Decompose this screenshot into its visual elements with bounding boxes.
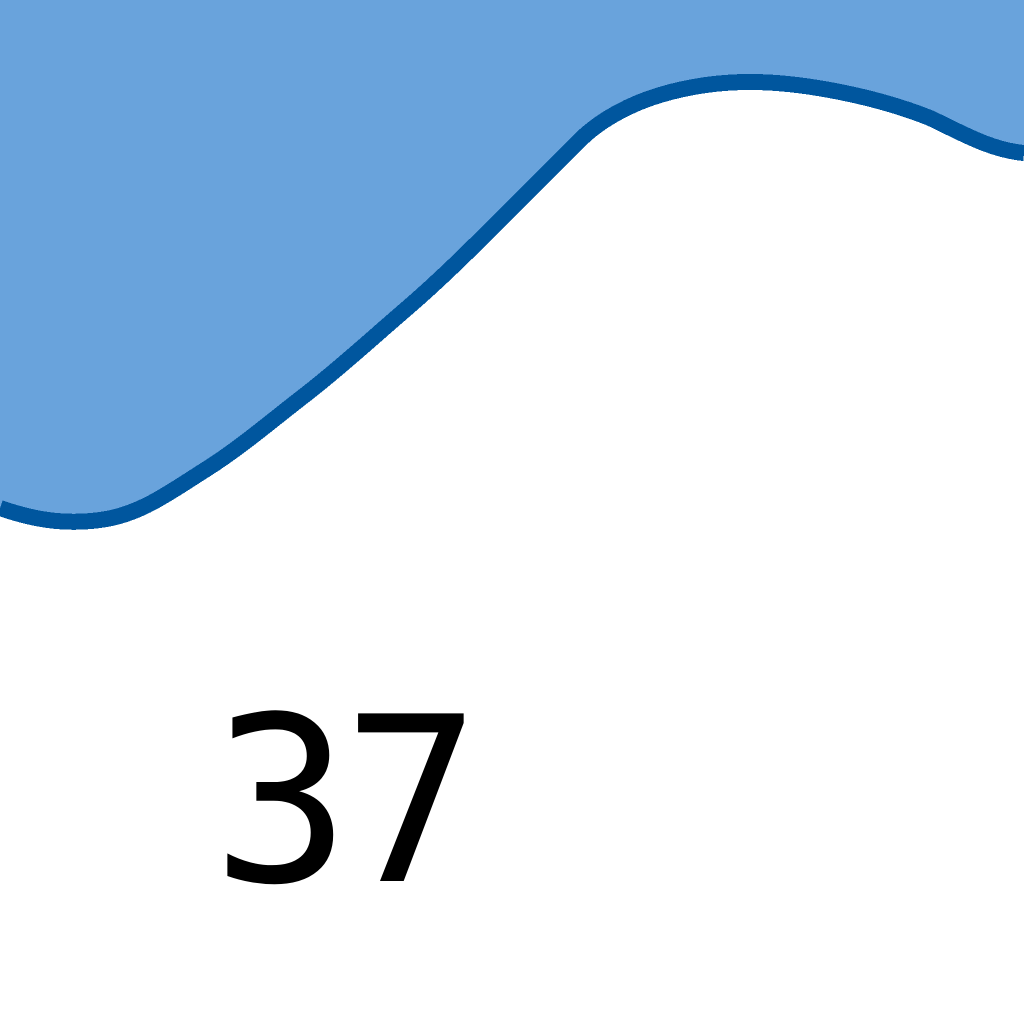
number-label: 37 — [212, 669, 481, 936]
wave-boundary-line — [0, 73, 1024, 530]
wave-fill-area — [0, 0, 1024, 522]
